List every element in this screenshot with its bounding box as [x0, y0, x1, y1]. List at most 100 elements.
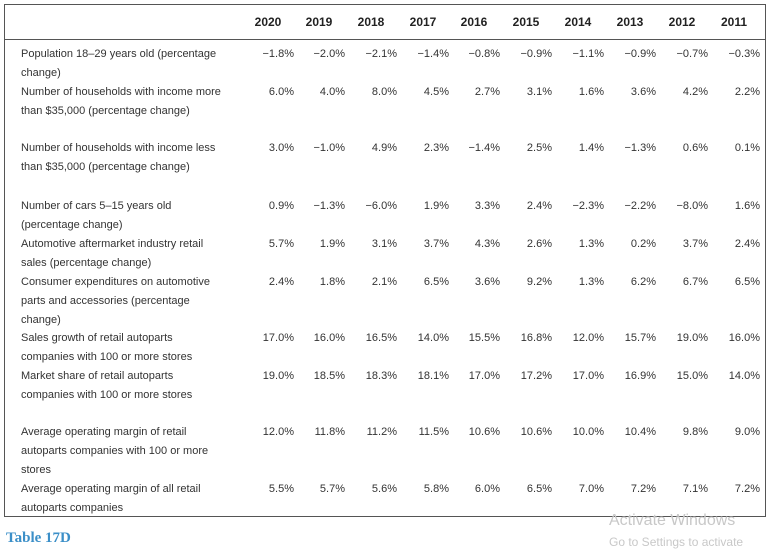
row-label: Number of cars 5–15 years old (percentag… — [21, 200, 172, 231]
table-cell: 4.0% — [319, 86, 345, 98]
table-cell: 18.3% — [365, 370, 397, 382]
table-cell: −2.3% — [572, 200, 605, 212]
year-header: 2017 — [409, 15, 437, 29]
table-cell: 3.3% — [474, 200, 500, 212]
table-cell: 6.5% — [734, 276, 760, 288]
table-cell: 16.0% — [313, 332, 345, 344]
table-cell: 4.3% — [474, 238, 500, 250]
table-cell: 12.0% — [572, 332, 604, 344]
row-label: Automotive aftermarket industry retail s… — [21, 238, 204, 269]
table-cell: 2.4% — [734, 238, 760, 250]
table-cell: 10.6% — [520, 426, 552, 438]
table-cell: −1.0% — [313, 142, 346, 154]
table-cell: 4.2% — [682, 86, 708, 98]
table-cell: 11.8% — [314, 426, 345, 438]
table-cell: 3.0% — [268, 142, 294, 154]
row-label: Number of households with income less th… — [21, 142, 216, 173]
table-cell: 2.4% — [268, 276, 294, 288]
table-cell: 1.8% — [319, 276, 345, 288]
row-label: Consumer expenditures on automotive part… — [21, 276, 210, 326]
year-header: 2015 — [512, 15, 540, 29]
table-cell: 12.0% — [262, 426, 294, 438]
table-cell: 16.8% — [520, 332, 552, 344]
table-cell: 6.2% — [630, 276, 656, 288]
table-cell: −2.2% — [624, 200, 657, 212]
table-cell: −0.9% — [520, 48, 553, 60]
table-cell: 0.2% — [630, 238, 656, 250]
table-cell: 7.0% — [578, 483, 604, 495]
table-cell: 5.8% — [423, 483, 449, 495]
table-cell: 5.5% — [268, 483, 294, 495]
table-cell: 16.9% — [624, 370, 656, 382]
year-header: 2012 — [668, 15, 696, 29]
table-cell: 10.6% — [468, 426, 500, 438]
table-cell: 8.0% — [371, 86, 397, 98]
year-header-row: 2020 2019 2018 2017 2016 2015 2014 2013 2012 2011 — [5, 5, 765, 40]
table-cell: 3.1% — [371, 238, 397, 250]
row-label: Average operating margin of retail autop… — [21, 426, 209, 476]
table-cell: 17.2% — [520, 370, 552, 382]
table-cell: −0.7% — [676, 48, 709, 60]
table-cell: 16.5% — [365, 332, 397, 344]
table-cell: 6.7% — [682, 276, 708, 288]
table-cell: −1.8% — [262, 48, 295, 60]
activation-watermark-title: Activate Windows — [609, 512, 736, 529]
year-header: 2016 — [460, 15, 488, 29]
table-cell: 2.5% — [526, 142, 552, 154]
table-cell: 18.1% — [417, 370, 449, 382]
table-cell: −1.4% — [417, 48, 450, 60]
table-cell: −6.0% — [365, 200, 398, 212]
table-cell: 1.6% — [578, 86, 604, 98]
table-cell: 17.0% — [572, 370, 604, 382]
table-cell: 4.5% — [423, 86, 449, 98]
row-label: Population 18–29 years old (percentage c… — [21, 48, 217, 79]
table-cell: 3.6% — [630, 86, 656, 98]
table-cell: −1.3% — [313, 200, 346, 212]
row-label: Number of households with income more th… — [21, 86, 221, 117]
table-cell: −1.3% — [624, 142, 657, 154]
data-table: 2020 2019 2018 2017 2016 2015 2014 2013 2012 2011… — [4, 4, 766, 517]
table-cell: 18.5% — [313, 370, 345, 382]
table-cell: 15.0% — [676, 370, 708, 382]
table-cell: 2.1% — [371, 276, 397, 288]
year-header: 2014 — [564, 15, 592, 29]
table-cell: 1.3% — [578, 276, 604, 288]
table-cell: −2.1% — [365, 48, 398, 60]
table-cell: 1.9% — [319, 238, 345, 250]
table-cell: 2.3% — [423, 142, 449, 154]
year-header: 2019 — [305, 15, 333, 29]
table-cell: 15.7% — [624, 332, 656, 344]
table-cell: 3.7% — [423, 238, 449, 250]
table-cell: 0.9% — [268, 200, 294, 212]
table-cell: 7.1% — [682, 483, 708, 495]
table-cell: 7.2% — [734, 483, 760, 495]
table-cell: 11.2% — [366, 426, 397, 438]
table-cell: 3.7% — [682, 238, 708, 250]
table-cell: 19.0% — [262, 370, 294, 382]
table-cell: 2.7% — [474, 86, 500, 98]
table-cell: 11.5% — [418, 426, 449, 438]
table-cell: 19.0% — [676, 332, 708, 344]
table-cell: 2.6% — [526, 238, 552, 250]
table-cell: 14.0% — [417, 332, 449, 344]
table-cell: 9.0% — [734, 426, 760, 438]
table-cell: 17.0% — [468, 370, 500, 382]
table-cell: 6.5% — [526, 483, 552, 495]
table-cell: 17.0% — [262, 332, 294, 344]
table-cell: 6.5% — [423, 276, 449, 288]
table-cell: −2.0% — [313, 48, 346, 60]
row-label: Market share of retail autoparts compani… — [21, 370, 193, 401]
table-cell: 6.0% — [268, 86, 294, 98]
table-cell: −1.4% — [468, 142, 501, 154]
table-cell: 6.0% — [474, 483, 500, 495]
year-header: 2013 — [616, 15, 644, 29]
year-header: 2011 — [720, 15, 748, 29]
table-cell: −8.0% — [676, 200, 709, 212]
table-cell: 2.2% — [734, 86, 760, 98]
activation-watermark-subtitle: Go to Settings to activate — [609, 535, 744, 549]
table-cell: 14.0% — [728, 370, 760, 382]
table-cell: 1.4% — [578, 142, 604, 154]
table-cell: 0.1% — [734, 142, 760, 154]
year-header: 2018 — [357, 15, 385, 29]
table-cell: 9.8% — [682, 426, 708, 438]
